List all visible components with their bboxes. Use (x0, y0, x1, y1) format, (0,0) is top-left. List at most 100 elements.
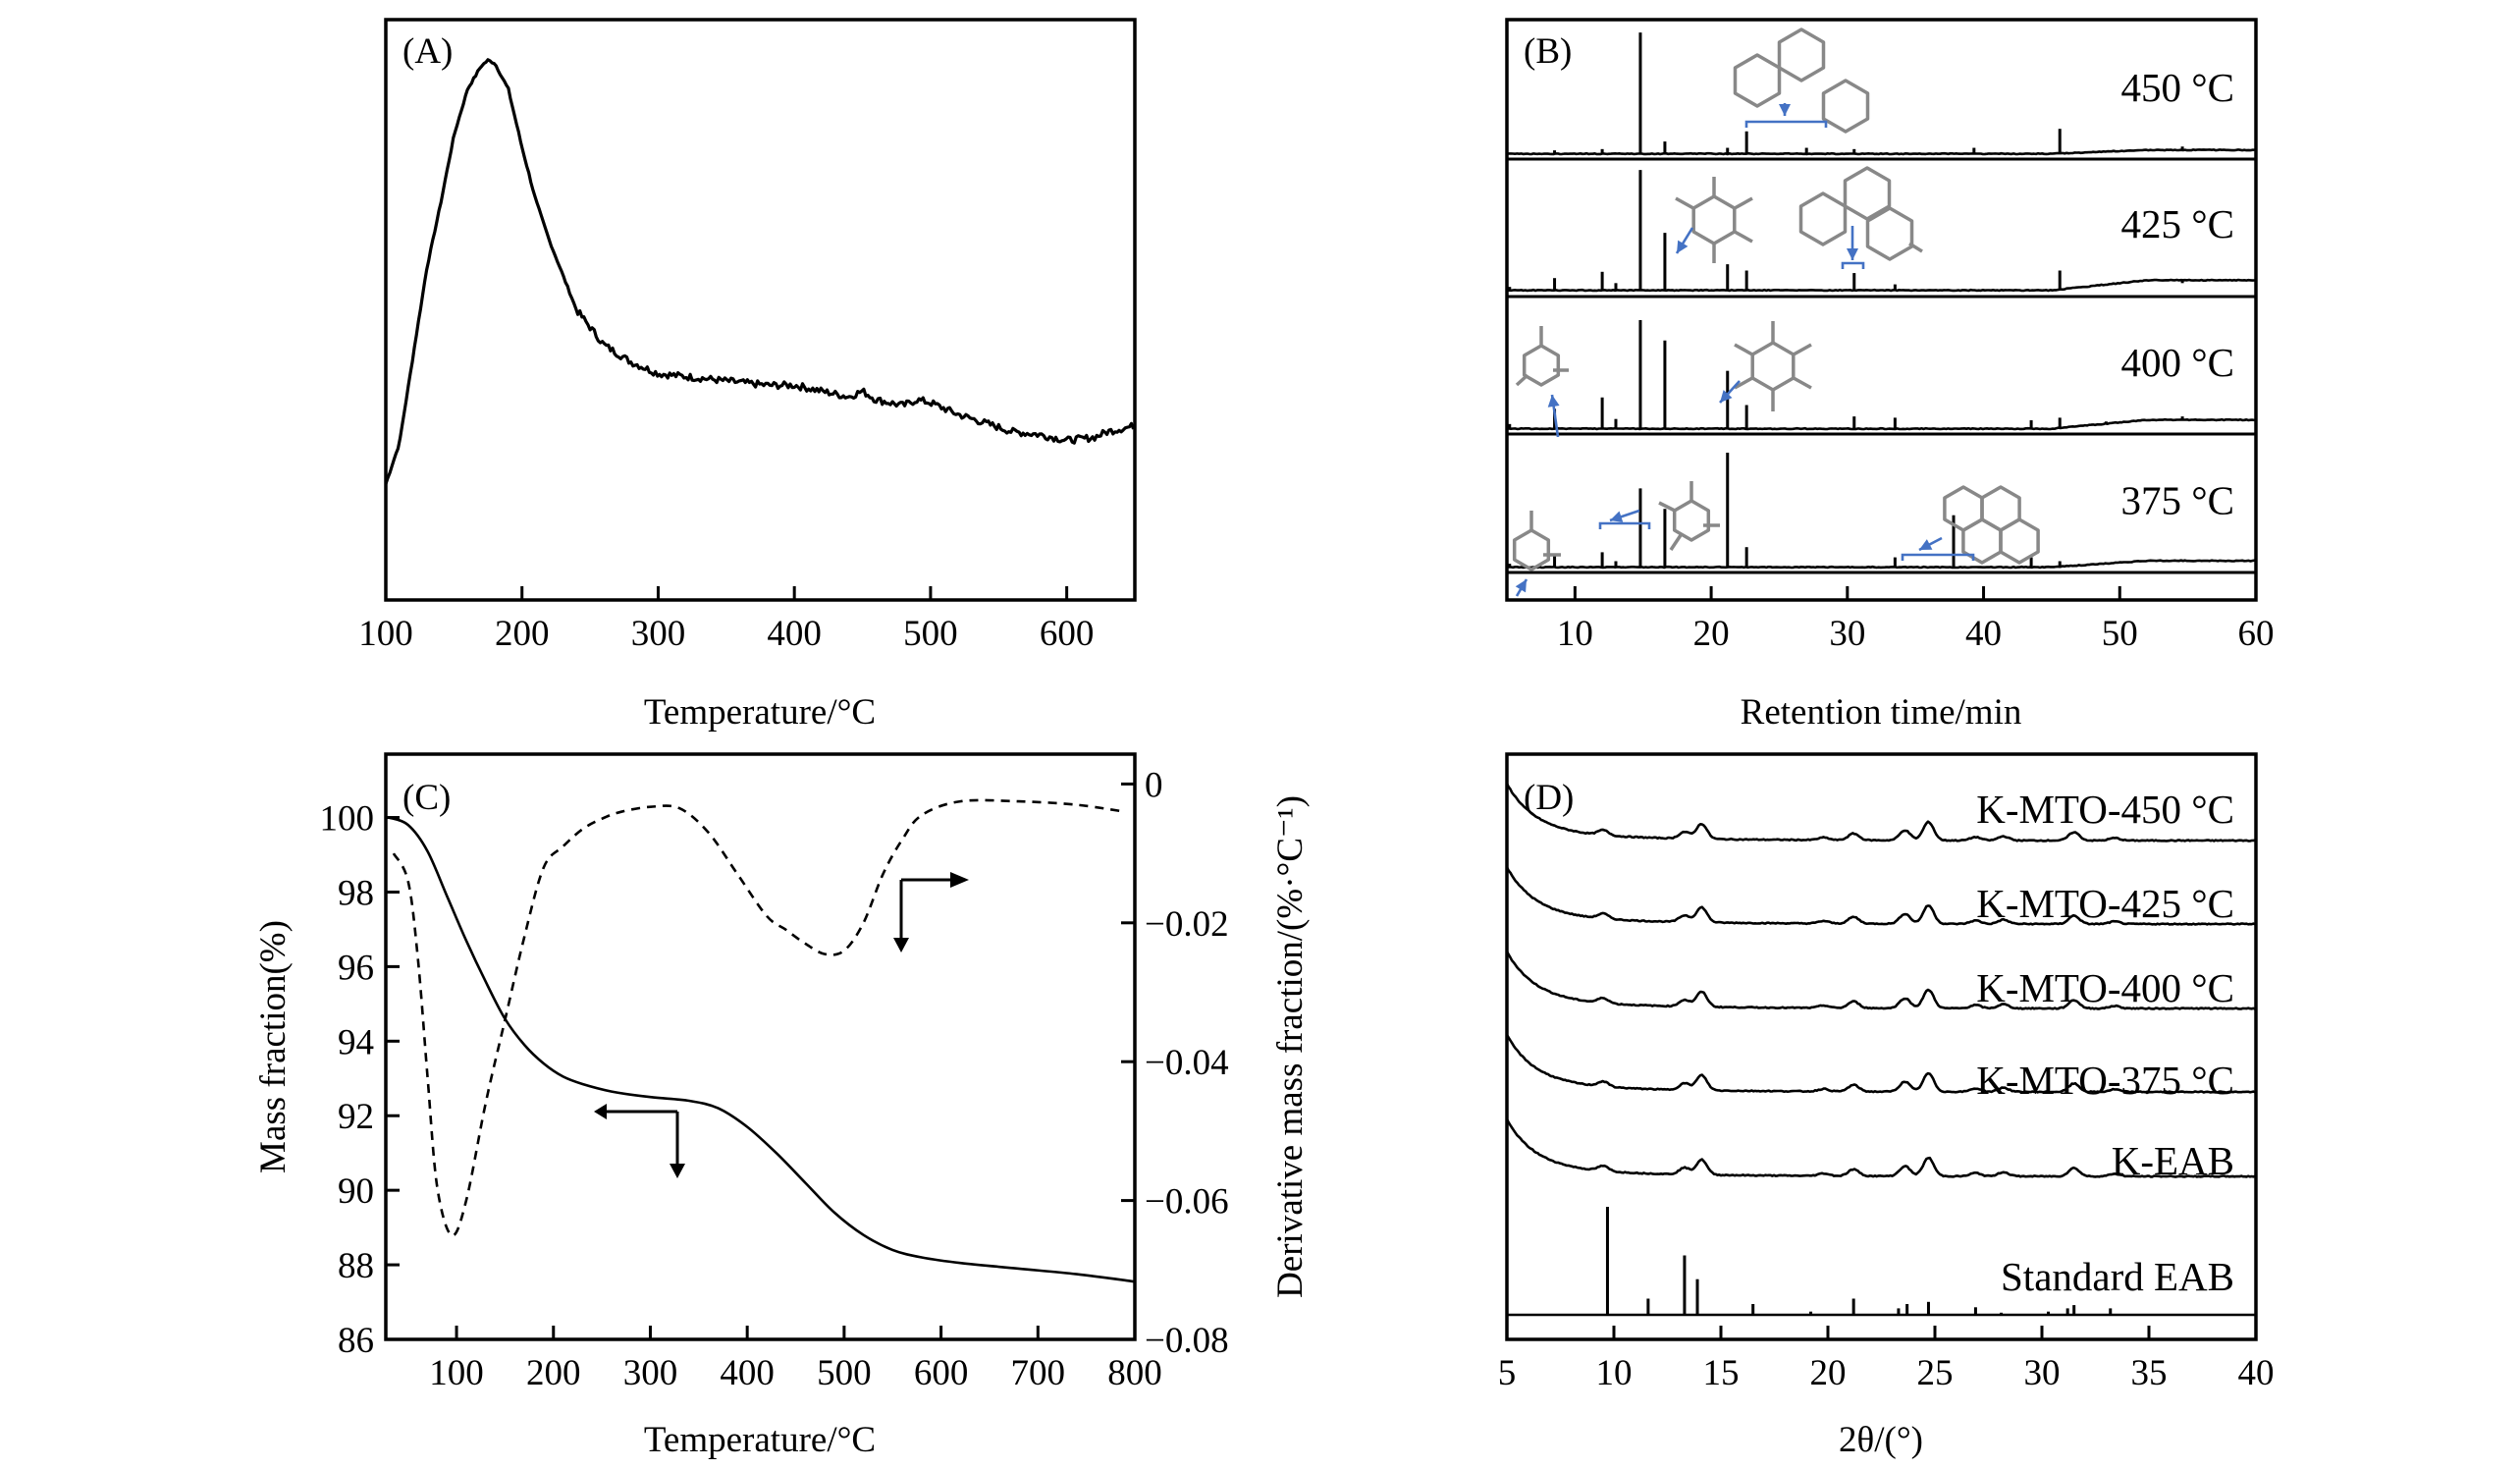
panel-d-x-tick-label: 15 (1703, 1353, 1740, 1393)
xrd-pattern (1505, 866, 2256, 926)
hexamethylbenzene-icon (1750, 341, 1796, 392)
panel-a-x-tick-label: 200 (495, 614, 550, 654)
annotation-arrow-icon (1610, 511, 1624, 522)
chromatogram-baseline (1506, 559, 2255, 570)
panel-c-y-tick-label: 88 (338, 1246, 374, 1286)
methyl-bond (1675, 196, 1694, 210)
annotation-bracket (1841, 261, 1865, 269)
panel-b-x-tick-label: 10 (1557, 614, 1593, 654)
panel-c-y-axis-label: Mass fraction(%) (253, 920, 294, 1173)
methylphenanthrene-icon (1798, 191, 1848, 246)
methyl-bond (1793, 343, 1812, 356)
panel-c-y-tick-label: 94 (338, 1022, 374, 1062)
xrd-pattern-label: K-MTO-375 °C (1976, 1058, 2234, 1103)
chromatogram-label: 375 °C (2121, 477, 2235, 522)
panel-c-y-tick-label: 86 (338, 1321, 374, 1361)
panel-d-x-tick-label: 10 (1596, 1353, 1633, 1393)
arrow-right-icon (950, 872, 969, 888)
panel-a-label: (A) (402, 31, 453, 72)
panel-c-tg-curve (388, 816, 1136, 1283)
methyl-bond (1734, 230, 1753, 244)
annotation-arrow-icon (1515, 579, 1527, 593)
panel-c-y2-tick-label: −0.08 (1145, 1321, 1229, 1361)
panel-b-frame (1505, 18, 2258, 602)
pyrene-icon (1999, 517, 2040, 565)
panel-a-x-tick-label: 500 (903, 614, 958, 654)
xrd-pattern (1505, 1118, 2256, 1178)
arrow-down-icon (893, 938, 909, 952)
xrd-pattern (1505, 783, 2256, 843)
panel-c-y-tick-label: 90 (338, 1171, 374, 1212)
xylene-icon (1522, 344, 1561, 387)
panel-c-x-tick-label: 100 (429, 1353, 484, 1393)
panel-c-y2-tick-label: −0.02 (1145, 904, 1229, 945)
panel-c-x-tick-label: 600 (914, 1353, 969, 1393)
panel-d: (D) 5 10 15 20 25 30 35 40 K-MTO-450 °C K-MTO-42… (1498, 752, 2275, 1460)
panel-c-x-tick-label: 800 (1107, 1353, 1162, 1393)
panel-b-label: (B) (1524, 31, 1572, 72)
panel-a-x-tick-label: 600 (1040, 614, 1095, 654)
panel-a-tpd-curve (384, 58, 1136, 485)
annotation-bracket (1598, 521, 1651, 529)
panel-d-x-axis-label-text: 2θ/(°) (1839, 1420, 1923, 1460)
panel-c-y-tick-label: 96 (338, 948, 374, 988)
panel-d-label: (D) (1524, 778, 1574, 818)
xrd-pattern-label: Standard EAB (2001, 1254, 2234, 1299)
methyl-bond (1669, 534, 1683, 551)
chromatogram-baseline (1506, 278, 2255, 293)
phenanthrene-icon (1821, 79, 1870, 134)
annotation-arrow-icon (1547, 395, 1560, 408)
methyl-bond (1734, 343, 1753, 356)
panel-b-x-ticks: 10 20 30 40 50 60 (1557, 586, 2275, 654)
xrd-pattern (1505, 1034, 2256, 1094)
panel-d-x-tick-label: 20 (1810, 1353, 1847, 1393)
panel-d-x-tick-label: 40 (2238, 1353, 2275, 1393)
phenanthrene-icon (1733, 53, 1782, 108)
panel-c-x-tick-label: 400 (720, 1353, 775, 1393)
panel-d-x-axis-label: 2θ/(°) (1839, 1420, 1923, 1460)
methyl-bond (1734, 376, 1753, 390)
panel-a-x-tick-label: 400 (767, 614, 822, 654)
panel-a-x-axis-label: Temperature/°C (644, 692, 876, 733)
panel-c-label: (C) (402, 778, 451, 818)
panel-b-x-tick-label: 50 (2102, 614, 2138, 654)
panel-c-y2-tick-label: 0 (1145, 765, 1163, 805)
panel-c-y2-tick-label: −0.04 (1145, 1043, 1229, 1083)
chromatogram-label: 400 °C (2121, 340, 2235, 385)
pyrene-icon (1961, 517, 2003, 565)
annotation-arrow-icon (1919, 539, 1933, 550)
panel-b-x-axis-label: Retention time/min (1741, 692, 2022, 733)
methyl-bond (1658, 501, 1676, 513)
methyl-bond (1793, 376, 1812, 390)
panel-a-x-tick-label: 100 (358, 614, 413, 654)
methyl-bond (1908, 242, 1923, 253)
panel-d-x-tick-label: 30 (2024, 1353, 2061, 1393)
panel-c-y2-tick-label: −0.06 (1145, 1182, 1229, 1223)
panel-a-x-tick-label: 300 (631, 614, 686, 654)
annotation-arrow-icon (1847, 248, 1858, 260)
panel-c-x-tick-label: 200 (526, 1353, 581, 1393)
panel-c-y-tick-label: 92 (338, 1097, 374, 1137)
annotation-bracket (1744, 120, 1828, 128)
panel-d-x-tick-label: 35 (2131, 1353, 2168, 1393)
panel-c-x-axis-label: Temperature/°C (644, 1420, 876, 1460)
phenanthrene-icon (1777, 27, 1826, 82)
panel-b-x-tick-label: 20 (1693, 614, 1730, 654)
pentamethylbenzene-icon (1691, 194, 1737, 245)
chromatogram-baseline (1506, 417, 2255, 431)
panel-d-x-tick-label: 5 (1498, 1353, 1517, 1393)
methyl-bond (1515, 373, 1529, 387)
methyl-bond (1734, 196, 1753, 210)
chromatogram-baseline (1506, 148, 2255, 156)
panel-d-xrd-patterns: K-MTO-450 °C K-MTO-425 °C K-MTO-400 °C K-MT… (1505, 783, 2256, 1317)
xrd-pattern-label: K-MTO-400 °C (1976, 965, 2234, 1010)
panel-c-x-tick-label: 300 (623, 1353, 678, 1393)
panel-c-y-tick-label: 100 (320, 799, 375, 840)
annotation-arrow-icon (1779, 104, 1791, 116)
xrd-pattern-label: K-MTO-425 °C (1976, 881, 2234, 926)
panel-c-y2-axis-label: Derivative mass fraction/(%·°C⁻¹) (1270, 795, 1311, 1298)
panel-b-x-tick-label: 40 (1965, 614, 2002, 654)
panel-c-axis-arrows (594, 872, 969, 1178)
panel-c: (C) 100 200 300 400 500 600 700 800 86 88 90 92 94 96… (253, 752, 1311, 1460)
panel-c-ticks: 100 200 300 400 500 600 700 800 86 88 90 92 94 96 98 10… (320, 765, 1229, 1393)
